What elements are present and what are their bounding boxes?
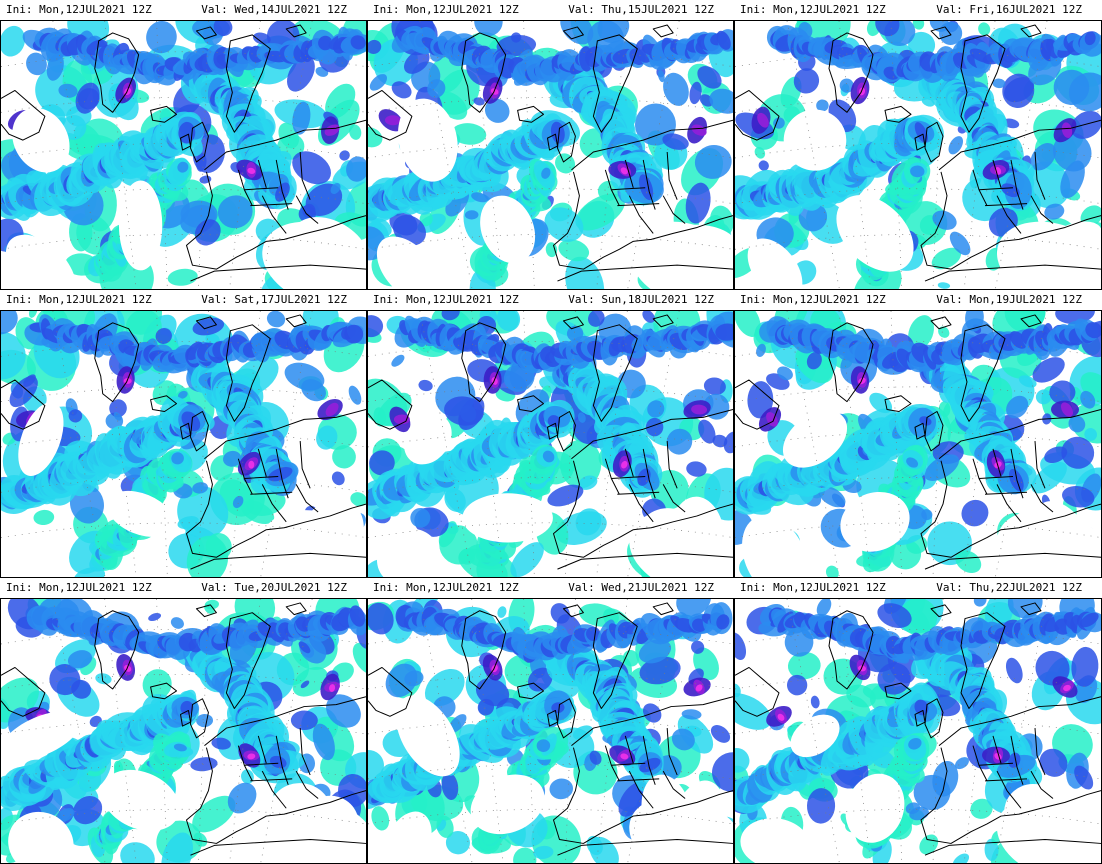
init-time-label: Ini: Mon,12JUL2021 12Z: [6, 293, 152, 306]
forecast-map: [0, 598, 367, 864]
valid-time-label: Val: Sun,18JUL2021 12Z: [568, 293, 714, 306]
init-time-label: Ini: Mon,12JUL2021 12Z: [6, 581, 152, 594]
forecast-map: [734, 310, 1102, 578]
precipitation-field: [1, 599, 366, 863]
panel-header: Ini: Mon,12JUL2021 12Z Val: Sun,18JUL2021…: [367, 290, 734, 310]
forecast-map: [367, 598, 734, 864]
forecast-map: [734, 598, 1102, 864]
precipitation-field: [735, 21, 1101, 289]
forecast-map: [0, 310, 367, 578]
valid-time-label: Val: Tue,20JUL2021 12Z: [201, 581, 347, 594]
precipitation-field: [368, 311, 733, 577]
valid-time-label: Val: Wed,14JUL2021 12Z: [201, 3, 347, 16]
precipitation-field: [368, 21, 733, 289]
valid-time-label: Val: Thu,15JUL2021 12Z: [568, 3, 714, 16]
init-time-label: Ini: Mon,12JUL2021 12Z: [6, 3, 152, 16]
init-time-label: Ini: Mon,12JUL2021 12Z: [373, 3, 519, 16]
panel-header: Ini: Mon,12JUL2021 12Z Val: Fri,16JUL2021…: [734, 0, 1102, 20]
panel-header: Ini: Mon,12JUL2021 12Z Val: Wed,14JUL2021…: [0, 0, 367, 20]
init-time-label: Ini: Mon,12JUL2021 12Z: [373, 293, 519, 306]
forecast-panel: Ini: Mon,12JUL2021 12Z Val: Wed,21JUL2021…: [367, 578, 734, 864]
precipitation-field: [1, 21, 366, 289]
init-time-label: Ini: Mon,12JUL2021 12Z: [373, 581, 519, 594]
precipitation-field: [368, 599, 733, 863]
forecast-map: [367, 20, 734, 290]
forecast-panel: Ini: Mon,12JUL2021 12Z Val: Thu,22JUL2021…: [734, 578, 1102, 864]
forecast-panel: Ini: Mon,12JUL2021 12Z Val: Sun,18JUL2021…: [367, 290, 734, 578]
forecast-panel: Ini: Mon,12JUL2021 12Z Val: Thu,15JUL2021…: [367, 0, 734, 290]
forecast-panel: Ini: Mon,12JUL2021 12Z Val: Sat,17JUL2021…: [0, 290, 367, 578]
panel-header: Ini: Mon,12JUL2021 12Z Val: Mon,19JUL2021…: [734, 290, 1102, 310]
forecast-panel: Ini: Mon,12JUL2021 12Z Val: Fri,16JUL2021…: [734, 0, 1102, 290]
init-time-label: Ini: Mon,12JUL2021 12Z: [740, 581, 886, 594]
valid-time-label: Val: Fri,16JUL2021 12Z: [936, 3, 1082, 16]
valid-time-label: Val: Mon,19JUL2021 12Z: [936, 293, 1082, 306]
valid-time-label: Val: Thu,22JUL2021 12Z: [936, 581, 1082, 594]
init-time-label: Ini: Mon,12JUL2021 12Z: [740, 293, 886, 306]
panel-header: Ini: Mon,12JUL2021 12Z Val: Thu,15JUL2021…: [367, 0, 734, 20]
forecast-panel: Ini: Mon,12JUL2021 12Z Val: Wed,14JUL2021…: [0, 0, 367, 290]
init-time-label: Ini: Mon,12JUL2021 12Z: [740, 3, 886, 16]
precipitation-field: [735, 599, 1101, 863]
panel-header: Ini: Mon,12JUL2021 12Z Val: Tue,20JUL2021…: [0, 578, 367, 598]
valid-time-label: Val: Wed,21JUL2021 12Z: [568, 581, 714, 594]
forecast-panel: Ini: Mon,12JUL2021 12Z Val: Tue,20JUL2021…: [0, 578, 367, 864]
forecast-panel: Ini: Mon,12JUL2021 12Z Val: Mon,19JUL2021…: [734, 290, 1102, 578]
panel-header: Ini: Mon,12JUL2021 12Z Val: Sat,17JUL2021…: [0, 290, 367, 310]
precipitation-field: [1, 311, 366, 577]
valid-time-label: Val: Sat,17JUL2021 12Z: [201, 293, 347, 306]
panel-header: Ini: Mon,12JUL2021 12Z Val: Thu,22JUL2021…: [734, 578, 1102, 598]
precipitation-field: [735, 311, 1101, 577]
forecast-map: [367, 310, 734, 578]
forecast-map: [734, 20, 1102, 290]
panel-header: Ini: Mon,12JUL2021 12Z Val: Wed,21JUL2021…: [367, 578, 734, 598]
forecast-map: [0, 20, 367, 290]
